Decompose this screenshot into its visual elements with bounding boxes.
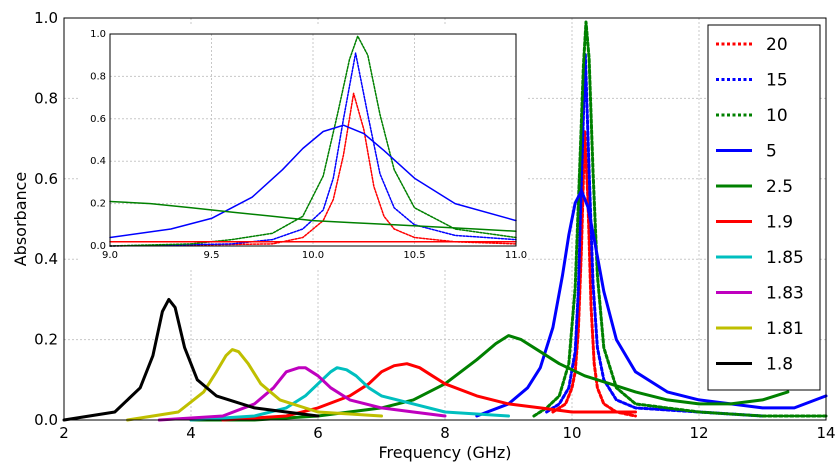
legend-label-5: 5 (766, 142, 777, 162)
main-series-line-1.83 (157, 366, 447, 422)
inset-y-tick-label: 0.6 (90, 114, 106, 125)
main-plot-frame (63, 17, 827, 421)
legend-label-2.5: 2.5 (766, 177, 793, 197)
inset-series-line-20 (109, 92, 517, 247)
main-x-tick-label: 6 (313, 424, 323, 442)
main-y-tick-label: 0.2 (34, 331, 58, 349)
inset-series-line-10 (109, 35, 517, 247)
main-y-ticks: 0.0 0.2 0.4 0.6 0.8 1.0 (34, 9, 58, 429)
main-x-tick-label: 14 (816, 424, 835, 442)
legend-label-1.81: 1.81 (766, 319, 804, 339)
main-x-tick-label: 10 (562, 424, 581, 442)
inset-y-ticks: 0.0 0.2 0.4 0.6 0.8 1.0 (90, 29, 106, 252)
legend-label-1.83: 1.83 (766, 284, 804, 304)
main-series-line-20 (551, 129, 637, 418)
legend-label-1.9: 1.9 (766, 213, 793, 233)
main-y-tick-label: 1.0 (34, 9, 58, 27)
main-y-tick-label: 0.4 (34, 250, 58, 268)
main-y-tick-label: 0.6 (34, 170, 58, 188)
inset-series-line-5 (109, 124, 517, 239)
inset-y-tick-label: 0.2 (90, 199, 106, 210)
main-x-ticks: 2 4 6 8 10 12 14 (59, 424, 835, 442)
inset-x-tick-label: 11.0 (505, 250, 527, 261)
main-series-line-1.8 (62, 297, 320, 422)
main-series-line-2.5 (189, 334, 790, 422)
inset-series-line-15 (109, 52, 517, 247)
inset-x-ticks: 9.0 9.5 10.0 10.5 11.0 (102, 250, 527, 261)
legend-label-1.85: 1.85 (766, 248, 804, 268)
main-series-group (62, 20, 828, 422)
legend-label-15: 15 (766, 71, 788, 91)
main-x-tick-label: 8 (440, 424, 450, 442)
inset-y-tick-label: 1.0 (90, 29, 106, 40)
main-series-line-10 (532, 20, 828, 418)
legend-label-1.8: 1.8 (766, 355, 793, 375)
inset-x-tick-label: 10.0 (302, 250, 324, 261)
main-series-line-1.81 (126, 348, 383, 422)
legend-label-10: 10 (766, 106, 788, 126)
main-y-tick-label: 0.0 (34, 411, 58, 429)
inset-x-tick-label: 9.0 (102, 250, 118, 261)
inset-chart: 9.0 9.5 10.0 10.5 11.0 0.0 0.2 0.4 0.6 0.8 1.0 (78, 26, 528, 270)
inset-series-group (109, 35, 517, 247)
inset-y-tick-label: 0.8 (90, 71, 106, 82)
legend-label-20: 20 (766, 35, 788, 55)
inset-x-tick-label: 9.5 (204, 250, 220, 261)
x-axis-label: Frequency (GHz) (378, 443, 511, 462)
inset-y-tick-label: 0.0 (90, 241, 106, 252)
main-series-line-15 (545, 52, 764, 418)
inset-x-tick-label: 10.5 (403, 250, 425, 261)
inset-plot-frame (109, 33, 517, 247)
main-series-line-1.9 (221, 362, 637, 422)
inset-y-tick-label: 0.4 (90, 156, 106, 167)
legend: 20 15 10 5 2.5 1.9 1.85 1.83 1.81 1.8 (707, 24, 821, 391)
main-x-tick-label: 4 (186, 424, 196, 442)
main-x-tick-label: 12 (689, 424, 708, 442)
y-axis-label: Absorbance (11, 172, 30, 267)
main-y-tick-label: 0.8 (34, 89, 58, 107)
main-x-tick-label: 2 (59, 424, 69, 442)
inset-series-line-2.5 (109, 200, 517, 232)
